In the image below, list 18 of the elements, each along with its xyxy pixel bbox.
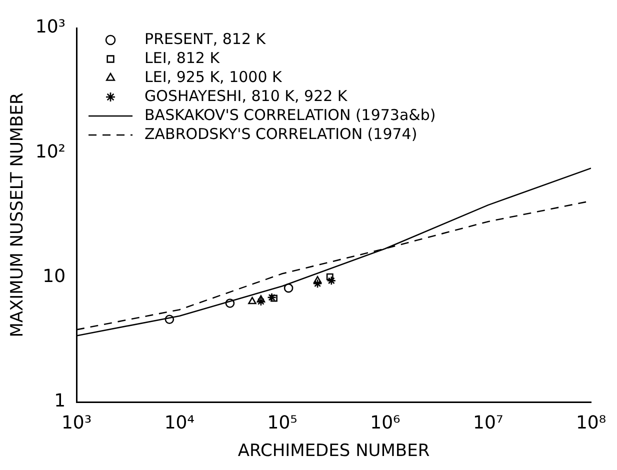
legend-label: PRESENT, 812 K xyxy=(144,30,267,48)
legend-label: LEI, 812 K xyxy=(144,48,221,67)
y-tick-label: 10³ xyxy=(35,16,66,38)
legend-label: BASKAKOV'S CORRELATION (1973a&b) xyxy=(144,106,436,124)
x-tick-label: 10⁴ xyxy=(164,412,194,434)
x-tick-label: 10³ xyxy=(61,412,92,434)
y-tick-label: 10² xyxy=(35,141,66,162)
y-tick-label: 10 xyxy=(42,266,66,288)
legend-label: GOSHAYESHI, 810 K, 922 K xyxy=(144,86,348,105)
x-tick-label: 10⁶ xyxy=(370,412,400,434)
legend-label: LEI, 925 K, 1000 K xyxy=(144,68,284,86)
legend-label: ZABRODSKY'S CORRELATION (1974) xyxy=(144,124,418,143)
x-axis-title: ARCHIMEDES NUMBER xyxy=(238,441,430,462)
y-tick-label: 1 xyxy=(54,390,66,412)
x-tick-label: 10⁸ xyxy=(576,412,606,434)
x-tick-label: 10⁵ xyxy=(267,412,298,434)
x-tick-label: 10⁷ xyxy=(473,412,504,434)
y-axis-title: MAXIMUM NUSSELT NUMBER xyxy=(8,92,28,338)
